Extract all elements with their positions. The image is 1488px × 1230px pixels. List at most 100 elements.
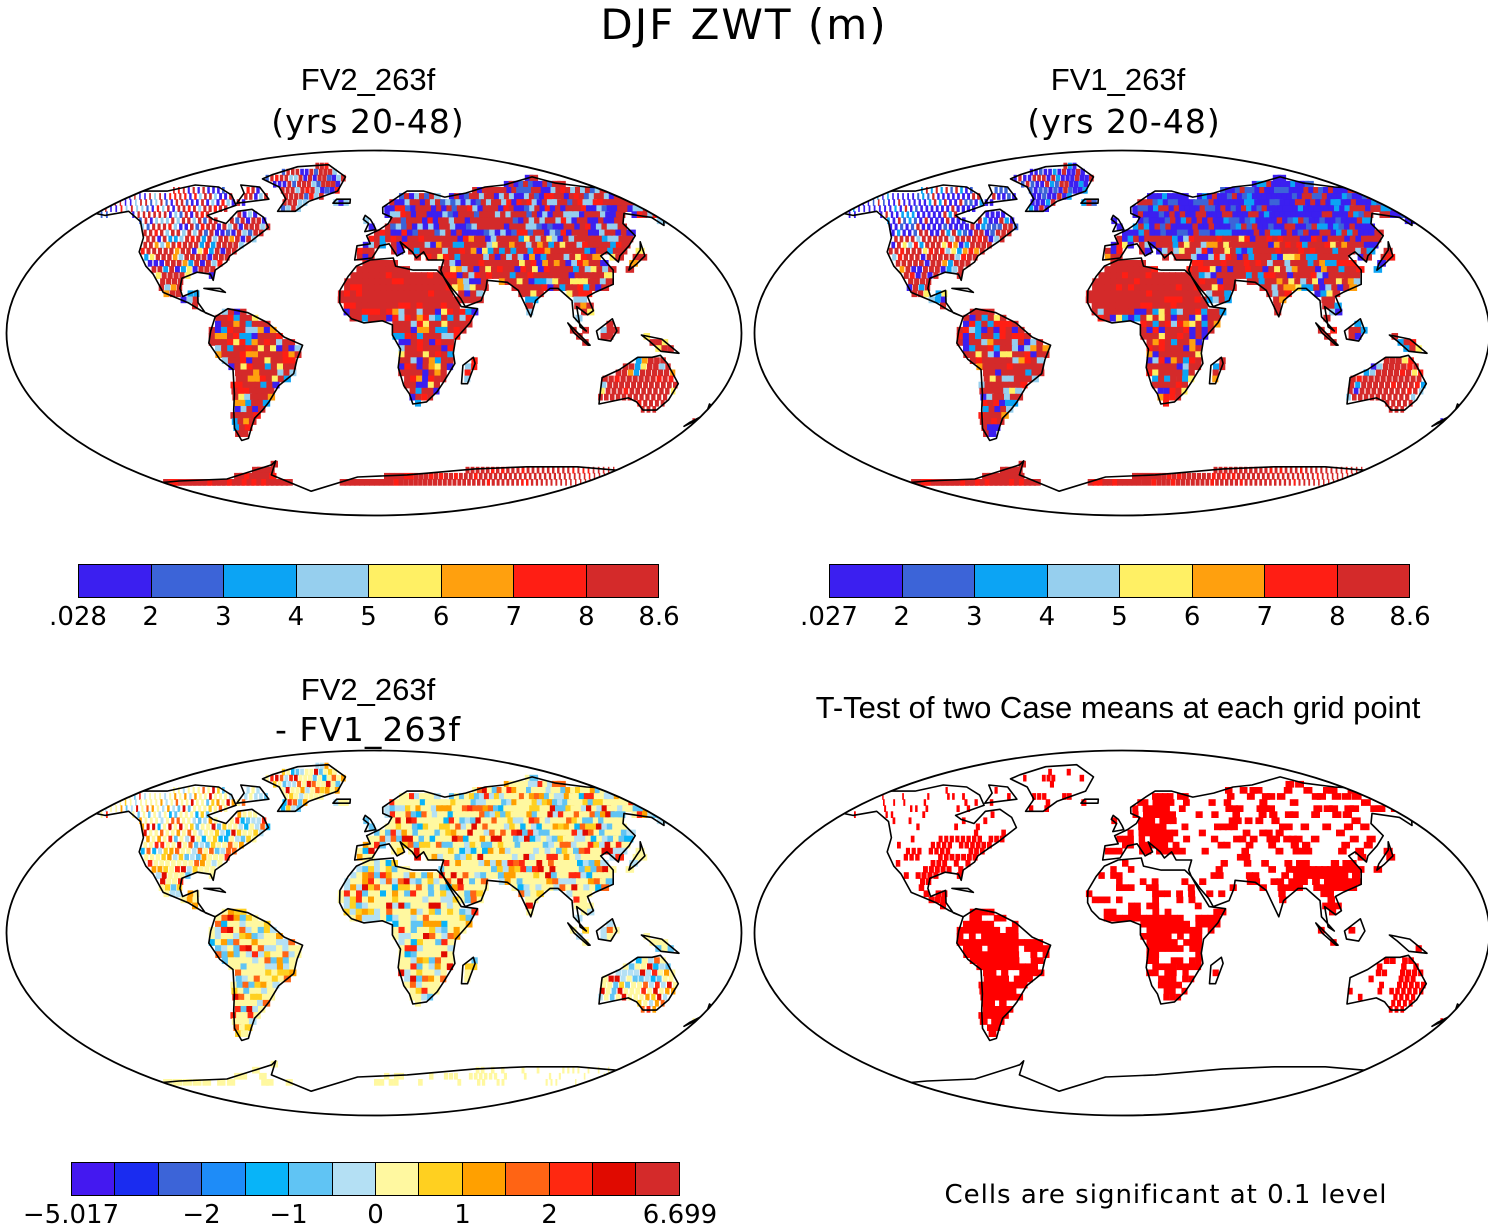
grid-cell bbox=[981, 242, 986, 249]
grid-cell bbox=[1170, 290, 1177, 297]
grid-cell bbox=[183, 842, 187, 849]
grid-cell bbox=[649, 400, 653, 407]
grid-cell bbox=[992, 224, 996, 231]
grid-cell bbox=[422, 382, 428, 389]
grid-cell bbox=[497, 479, 500, 486]
grid-cell bbox=[411, 339, 418, 346]
grid-cell bbox=[1387, 473, 1388, 480]
grid-cell bbox=[954, 260, 959, 267]
grid-cell bbox=[1158, 278, 1165, 285]
grid-cell bbox=[318, 175, 322, 182]
grid-cell bbox=[1367, 187, 1377, 194]
grid-cell bbox=[912, 211, 915, 218]
grid-cell bbox=[1122, 303, 1129, 310]
grid-cell bbox=[922, 272, 927, 279]
grid-cell bbox=[156, 872, 161, 879]
grid-cell bbox=[380, 303, 387, 310]
grid-cell bbox=[1224, 467, 1228, 474]
grid-cell bbox=[931, 205, 934, 212]
grid-cell bbox=[185, 811, 188, 818]
grid-cell bbox=[1247, 473, 1250, 480]
grid-cell bbox=[1399, 394, 1403, 401]
grid-cell bbox=[635, 363, 641, 370]
grid-cell bbox=[201, 211, 204, 218]
grid-cell bbox=[1407, 193, 1418, 200]
grid-cell bbox=[1183, 315, 1190, 322]
grid-cell bbox=[917, 266, 922, 273]
grid-cell bbox=[942, 242, 946, 249]
grid-cell bbox=[434, 884, 441, 891]
grid-cell bbox=[471, 467, 475, 474]
grid-cell bbox=[417, 303, 424, 310]
grid-cell bbox=[1257, 473, 1260, 480]
grid-cell bbox=[441, 333, 448, 340]
grid-cell bbox=[277, 370, 284, 377]
grid-cell bbox=[1164, 284, 1171, 291]
grid-cell bbox=[174, 836, 178, 843]
grid-cell bbox=[251, 187, 254, 194]
grid-cell bbox=[467, 479, 471, 486]
grid-cell bbox=[1183, 327, 1190, 334]
grid-cell bbox=[970, 224, 974, 231]
grid-cell bbox=[259, 193, 263, 200]
grid-cell bbox=[136, 205, 138, 212]
grid-cell bbox=[930, 230, 934, 237]
grid-cell bbox=[447, 357, 453, 364]
grid-cell bbox=[146, 805, 148, 812]
panel-fv1-title: FV1_263f bbox=[1051, 62, 1185, 98]
grid-cell bbox=[228, 315, 234, 322]
grid-cell bbox=[276, 345, 283, 352]
grid-cell bbox=[631, 382, 636, 389]
grid-cell bbox=[1397, 199, 1407, 206]
grid-cell bbox=[404, 872, 411, 879]
grid-cell bbox=[152, 266, 157, 273]
grid-cell bbox=[1006, 327, 1013, 334]
grid-cell bbox=[198, 787, 200, 794]
grid-cell bbox=[447, 315, 454, 322]
grid-cell bbox=[1176, 278, 1183, 285]
grid-cell bbox=[659, 805, 670, 812]
grid-cell bbox=[429, 333, 436, 340]
grid-cell bbox=[919, 284, 925, 291]
grid-cell bbox=[555, 479, 557, 486]
grid-cell bbox=[217, 224, 221, 231]
grid-cell bbox=[368, 297, 375, 304]
grid-cell bbox=[531, 479, 533, 486]
grid-cell bbox=[157, 236, 161, 243]
grid-cell bbox=[867, 193, 868, 200]
grid-cell bbox=[629, 187, 639, 194]
grid-cell bbox=[963, 248, 968, 255]
grid-cell bbox=[152, 205, 154, 212]
grid-cell bbox=[1270, 467, 1273, 474]
grid-cell bbox=[1332, 473, 1334, 480]
grid-cell bbox=[233, 321, 240, 328]
grid-cell bbox=[606, 388, 611, 395]
grid-cell bbox=[1000, 327, 1007, 334]
grid-cell bbox=[227, 799, 230, 806]
grid-cell bbox=[985, 230, 989, 237]
grid-cell bbox=[633, 376, 638, 383]
grid-cell bbox=[822, 473, 833, 480]
grid-cell bbox=[1382, 394, 1386, 401]
grid-cell bbox=[168, 224, 171, 231]
panel-diff-subtitle: - FV1_263f bbox=[275, 710, 461, 749]
grid-cell bbox=[1295, 467, 1298, 474]
grid-cell bbox=[589, 473, 591, 480]
grid-cell bbox=[336, 775, 341, 782]
grid-cell bbox=[374, 266, 381, 273]
grid-cell bbox=[1377, 363, 1383, 370]
grid-cell bbox=[131, 805, 133, 812]
grid-cell bbox=[135, 199, 137, 206]
grid-cell bbox=[1177, 357, 1184, 364]
grid-cell bbox=[180, 811, 183, 818]
grid-cell bbox=[226, 230, 230, 237]
grid-cell bbox=[997, 193, 1000, 200]
grid-cell bbox=[1165, 345, 1172, 352]
grid-cell bbox=[1213, 309, 1220, 316]
panel-diff-title: FV2_263f bbox=[301, 672, 435, 708]
grid-cell bbox=[174, 236, 178, 243]
grid-cell bbox=[1092, 290, 1099, 297]
grid-cell bbox=[259, 363, 266, 370]
grid-cell bbox=[362, 315, 369, 322]
grid-cell bbox=[1189, 297, 1196, 304]
